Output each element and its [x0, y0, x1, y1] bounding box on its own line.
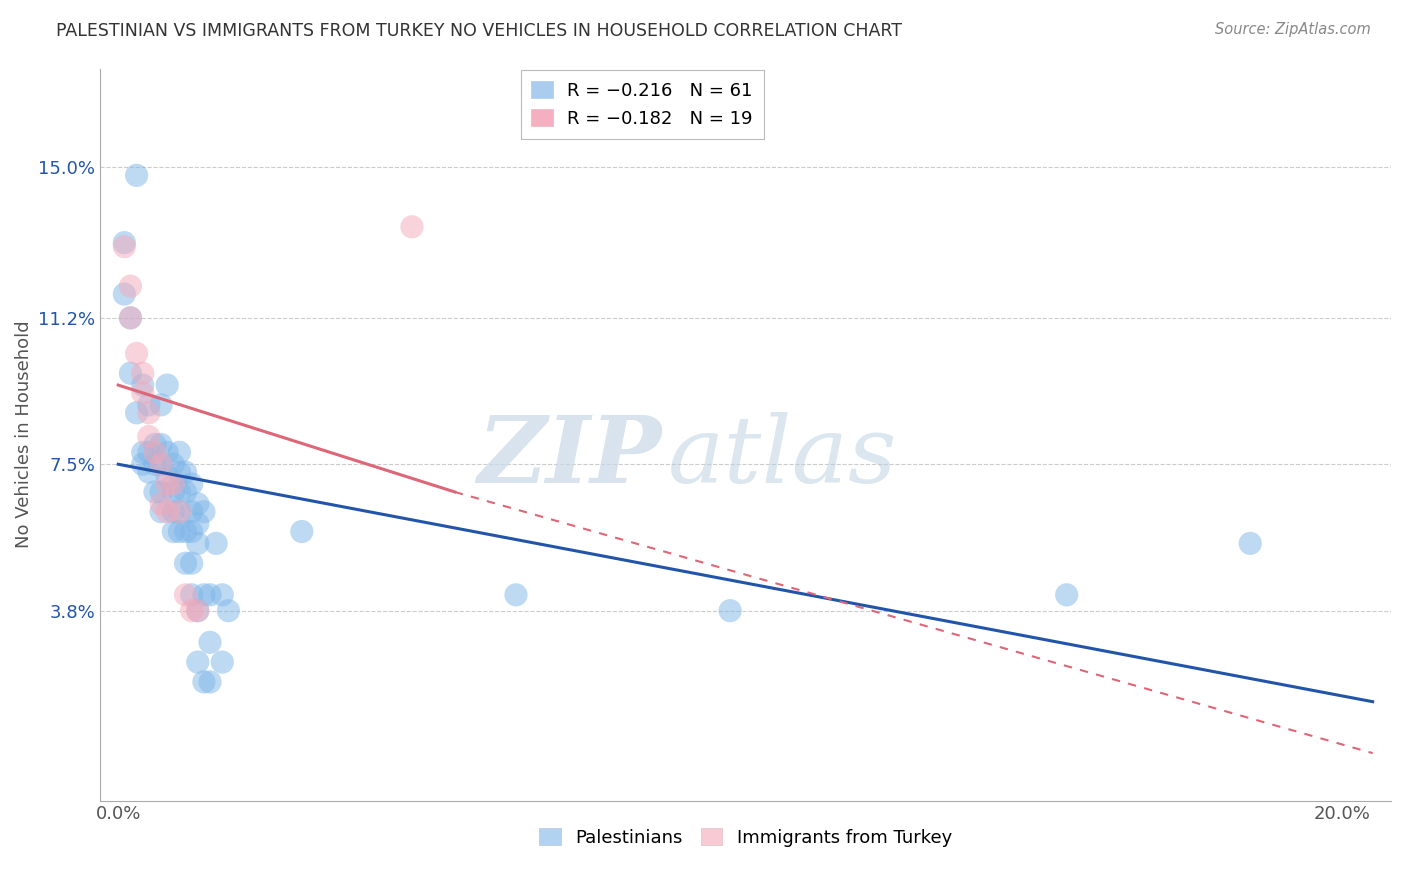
Point [138, 429, 160, 443]
Point [143, 485, 166, 500]
Point [211, 588, 233, 602]
Point [169, 505, 191, 519]
Point [162, 505, 184, 519]
Point [187, 604, 209, 618]
Point [169, 524, 191, 539]
Point [180, 505, 202, 519]
Legend: R = −0.216   N = 61, R = −0.182   N = 19: R = −0.216 N = 61, R = −0.182 N = 19 [520, 70, 763, 138]
Point [131, 366, 153, 380]
Point [112, 287, 135, 301]
Point [205, 536, 228, 550]
Point [1056, 588, 1078, 602]
Point [187, 604, 209, 618]
Point [193, 505, 215, 519]
Point [174, 485, 197, 500]
Point [150, 437, 173, 451]
Point [138, 465, 160, 479]
Point [174, 556, 197, 570]
Point [187, 516, 209, 531]
Y-axis label: No Vehicles in Household: No Vehicles in Household [15, 321, 32, 549]
Point [131, 386, 153, 401]
Point [162, 485, 184, 500]
Point [162, 457, 184, 471]
Point [125, 346, 148, 360]
Point [131, 378, 153, 392]
Point [187, 497, 209, 511]
Point [169, 445, 191, 459]
Point [138, 445, 160, 459]
Point [180, 477, 202, 491]
Point [162, 524, 184, 539]
Point [180, 524, 202, 539]
Point [125, 406, 148, 420]
Point [718, 604, 741, 618]
Point [131, 445, 153, 459]
Point [150, 505, 173, 519]
Point [156, 477, 179, 491]
Point [180, 588, 202, 602]
Point [174, 588, 197, 602]
Point [193, 674, 215, 689]
Point [156, 378, 179, 392]
Text: Source: ZipAtlas.com: Source: ZipAtlas.com [1215, 22, 1371, 37]
Text: ZIP: ZIP [477, 411, 661, 501]
Point [193, 588, 215, 602]
Point [150, 457, 173, 471]
Point [198, 588, 221, 602]
Point [211, 655, 233, 669]
Point [198, 635, 221, 649]
Point [1239, 536, 1261, 550]
Point [150, 398, 173, 412]
Point [112, 235, 135, 250]
Point [120, 310, 142, 325]
Point [505, 588, 527, 602]
Point [180, 556, 202, 570]
Text: atlas: atlas [668, 411, 897, 501]
Point [162, 477, 184, 491]
Point [174, 465, 197, 479]
Point [120, 279, 142, 293]
Point [169, 485, 191, 500]
Point [138, 398, 160, 412]
Point [156, 505, 179, 519]
Point [120, 310, 142, 325]
Point [120, 366, 142, 380]
Point [187, 536, 209, 550]
Point [174, 524, 197, 539]
Point [169, 505, 191, 519]
Point [138, 406, 160, 420]
Point [401, 219, 423, 234]
Point [131, 457, 153, 471]
Point [156, 445, 179, 459]
Point [150, 485, 173, 500]
Point [217, 604, 239, 618]
Point [291, 524, 314, 539]
Point [112, 239, 135, 253]
Point [187, 655, 209, 669]
Point [143, 445, 166, 459]
Point [169, 465, 191, 479]
Point [150, 457, 173, 471]
Point [198, 674, 221, 689]
Point [125, 169, 148, 183]
Point [180, 604, 202, 618]
Point [156, 469, 179, 483]
Point [143, 457, 166, 471]
Point [150, 497, 173, 511]
Text: PALESTINIAN VS IMMIGRANTS FROM TURKEY NO VEHICLES IN HOUSEHOLD CORRELATION CHART: PALESTINIAN VS IMMIGRANTS FROM TURKEY NO… [56, 22, 903, 40]
Point [143, 437, 166, 451]
